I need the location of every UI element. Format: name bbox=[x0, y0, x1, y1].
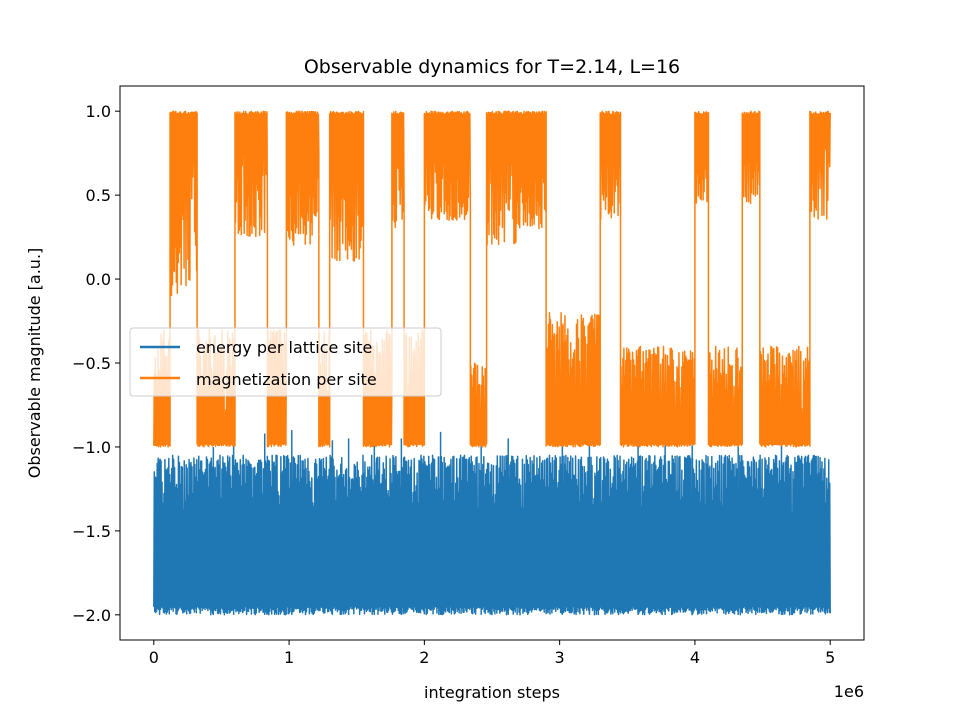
legend-box bbox=[129, 327, 442, 397]
y-axis: −2.0 −1.5 −1.0 −0.5 0.0 0.5 1.0 bbox=[72, 102, 120, 625]
series-magnetization-line bbox=[153, 110, 831, 448]
series-layer bbox=[153, 110, 831, 616]
y-tick-label: −1.0 bbox=[72, 438, 111, 457]
legend-label-energy: energy per lattice site bbox=[196, 338, 372, 357]
x-tick-label: 5 bbox=[825, 648, 835, 667]
series-energy-line bbox=[153, 430, 831, 616]
y-axis-label: Observable magnitude [a.u.] bbox=[25, 248, 44, 479]
x-axis: 0 1 2 3 4 5 bbox=[149, 640, 835, 667]
y-tick-label: −1.5 bbox=[72, 522, 111, 541]
chart-title: Observable dynamics for T=2.14, L=16 bbox=[304, 56, 680, 78]
y-tick-label: 0.5 bbox=[86, 186, 111, 205]
x-tick-label: 0 bbox=[149, 648, 159, 667]
legend: energy per lattice site magnetization pe… bbox=[129, 327, 442, 397]
y-tick-label: −0.5 bbox=[72, 354, 111, 373]
x-tick-label: 3 bbox=[555, 648, 565, 667]
legend-label-magnetization: magnetization per site bbox=[196, 370, 377, 389]
y-tick-label: 1.0 bbox=[86, 102, 111, 121]
y-tick-label: 0.0 bbox=[86, 270, 111, 289]
x-tick-label: 4 bbox=[690, 648, 700, 667]
x-tick-label: 1 bbox=[284, 648, 294, 667]
x-offset-label: 1e6 bbox=[834, 682, 864, 701]
x-axis-label: integration steps bbox=[424, 683, 560, 702]
x-tick-label: 2 bbox=[419, 648, 429, 667]
y-tick-label: −2.0 bbox=[72, 606, 111, 625]
